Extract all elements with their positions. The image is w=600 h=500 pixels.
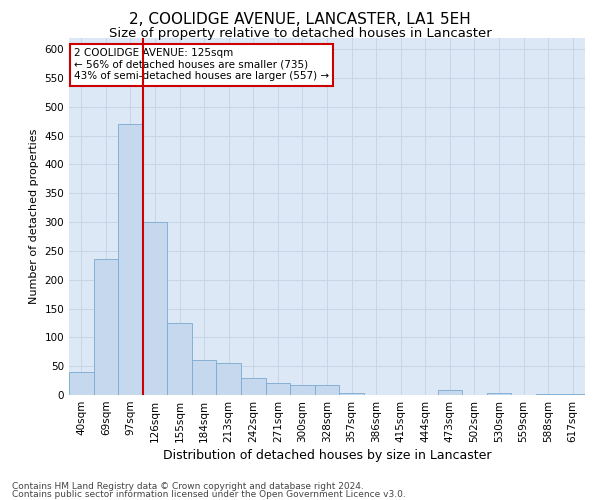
Y-axis label: Number of detached properties: Number of detached properties	[29, 128, 39, 304]
Bar	[339, 394, 364, 395]
Text: Contains public sector information licensed under the Open Government Licence v3: Contains public sector information licen…	[12, 490, 406, 499]
Bar	[266, 384, 290, 395]
Text: Contains HM Land Registry data © Crown copyright and database right 2024.: Contains HM Land Registry data © Crown c…	[12, 482, 364, 491]
Bar	[118, 124, 143, 395]
Bar	[192, 360, 217, 395]
Bar	[487, 394, 511, 395]
Text: Size of property relative to detached houses in Lancaster: Size of property relative to detached ho…	[109, 28, 491, 40]
Text: 2 COOLIDGE AVENUE: 125sqm
← 56% of detached houses are smaller (735)
43% of semi: 2 COOLIDGE AVENUE: 125sqm ← 56% of detac…	[74, 48, 329, 82]
Bar	[536, 394, 560, 395]
Bar	[217, 364, 241, 395]
Bar	[437, 390, 462, 395]
Bar	[143, 222, 167, 395]
Bar	[560, 394, 585, 395]
Bar	[167, 323, 192, 395]
X-axis label: Distribution of detached houses by size in Lancaster: Distribution of detached houses by size …	[163, 449, 491, 462]
Bar	[241, 378, 266, 395]
Text: 2, COOLIDGE AVENUE, LANCASTER, LA1 5EH: 2, COOLIDGE AVENUE, LANCASTER, LA1 5EH	[129, 12, 471, 28]
Bar	[315, 384, 339, 395]
Bar	[69, 372, 94, 395]
Bar	[94, 260, 118, 395]
Bar	[290, 384, 315, 395]
